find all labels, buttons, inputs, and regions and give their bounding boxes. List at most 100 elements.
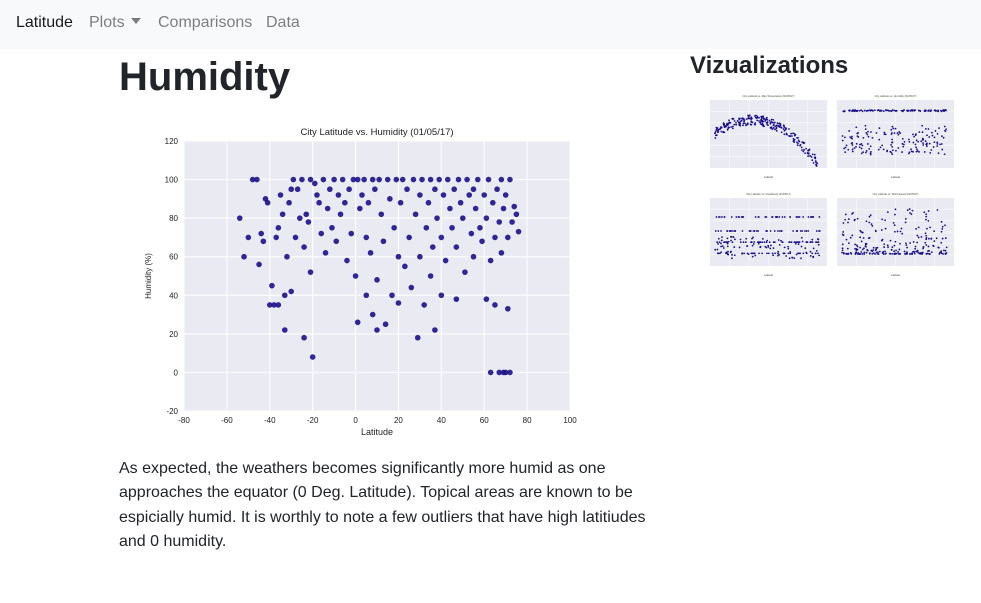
data-point <box>470 253 477 260</box>
nav-data[interactable]: Data <box>266 14 300 31</box>
data-point <box>477 224 483 231</box>
data-point <box>496 369 503 376</box>
x-tick-label: 0 <box>353 416 358 425</box>
data-point <box>393 176 400 183</box>
data-point <box>472 205 479 212</box>
data-point <box>509 219 515 225</box>
data-point <box>470 186 477 193</box>
data-point <box>316 199 322 206</box>
page-title: Humidity <box>119 55 291 99</box>
data-point <box>348 230 355 237</box>
nav-plots-label: Plots <box>89 14 125 31</box>
data-point <box>372 186 378 193</box>
data-point <box>318 230 325 237</box>
data-point <box>359 192 365 198</box>
data-point <box>423 224 430 231</box>
data-point <box>432 186 438 193</box>
data-point <box>279 211 286 218</box>
data-point <box>342 199 348 206</box>
data-point <box>412 211 419 218</box>
data-point <box>333 238 340 245</box>
x-tick-label: 20 <box>394 416 403 425</box>
x-axis-label: Latitude <box>361 427 393 437</box>
data-point <box>414 334 421 341</box>
y-tick-label: 40 <box>169 291 178 300</box>
thumbnail-xlabel: Latitude <box>891 175 901 179</box>
thumbnail-title: City Latitude vs. Cloudiness (01/05/17) <box>746 192 791 196</box>
data-point <box>275 224 282 231</box>
data-point <box>507 176 513 183</box>
x-tick-label: -80 <box>178 416 190 425</box>
data-point <box>374 327 380 333</box>
data-point <box>249 176 256 183</box>
data-point <box>256 261 262 268</box>
nav-plots-dropdown[interactable]: Plots <box>89 14 141 32</box>
data-point <box>297 215 303 221</box>
data-point <box>447 205 453 212</box>
data-point <box>387 196 393 202</box>
data-point <box>327 186 333 193</box>
data-point <box>404 186 410 193</box>
x-tick-label: 40 <box>437 416 446 425</box>
data-point <box>305 219 312 225</box>
data-point <box>427 273 434 279</box>
data-point <box>425 199 432 206</box>
data-point <box>320 176 327 183</box>
data-point <box>384 176 391 183</box>
data-point <box>339 176 346 183</box>
data-point <box>378 211 385 218</box>
data-point <box>490 199 496 206</box>
thumbnail-humidity[interactable]: City Latitude vs. Humidity (01/05/17) Lat… <box>827 92 957 182</box>
data-point <box>494 186 500 193</box>
data-points <box>236 176 522 376</box>
data-point <box>502 369 509 376</box>
data-point <box>453 244 460 250</box>
data-point <box>292 234 299 241</box>
data-point <box>429 244 436 250</box>
data-point <box>399 176 406 183</box>
thumbnail-title: City Latitude vs. Humidity (01/05/17) <box>875 94 917 98</box>
data-point <box>361 176 367 183</box>
data-point <box>511 203 518 210</box>
data-point <box>464 176 470 183</box>
data-point <box>254 176 260 183</box>
thumbnail-temperature[interactable]: City Latitude vs. Max Temperature (01/05… <box>700 92 830 182</box>
description-text: As expected, the weathers becomes signif… <box>119 460 646 550</box>
thumbnail-wind-speed[interactable]: City Latitude vs. Wind Speed (01/05/17) L… <box>827 190 957 280</box>
data-point <box>459 215 466 221</box>
data-point <box>408 284 415 291</box>
data-point <box>397 199 404 206</box>
data-point <box>389 292 395 299</box>
humidity-chart: -80 -60 -40 -20 0 20 40 60 80 100 -20 0 20 40 60 80 100 1… <box>118 120 588 450</box>
x-tick-label: -20 <box>307 416 319 425</box>
data-point <box>449 224 455 231</box>
data-point <box>286 199 292 206</box>
x-tick-label: -60 <box>221 416 233 425</box>
nav-comparisons[interactable]: Comparisons <box>158 14 253 31</box>
data-point <box>322 250 329 256</box>
data-point <box>498 250 505 256</box>
data-point <box>335 192 342 198</box>
data-point <box>269 282 275 289</box>
data-point <box>281 327 288 333</box>
data-point <box>440 192 447 198</box>
thumbnail-cloudiness[interactable]: City Latitude vs. Cloudiness (01/05/17) L… <box>700 190 830 280</box>
thumbnail-title: City Latitude vs. Max Temperature (01/05… <box>743 94 795 98</box>
data-point <box>329 224 335 231</box>
thumbnail-title: City Latitude vs. Wind Speed (01/05/17) <box>873 192 919 196</box>
data-point <box>369 311 376 318</box>
data-point <box>307 269 314 275</box>
data-point <box>357 205 363 212</box>
navbar-brand[interactable]: Latitude <box>16 14 73 31</box>
data-point <box>350 176 357 183</box>
y-tick-label: 0 <box>174 368 179 377</box>
caret-down-icon <box>130 17 141 24</box>
data-point <box>365 199 372 206</box>
data-point <box>483 296 490 302</box>
data-point <box>264 199 271 206</box>
navbar: Latitude Plots Comparisons Data <box>0 0 981 49</box>
data-point <box>505 234 511 241</box>
data-point <box>344 257 350 264</box>
data-point <box>457 199 464 206</box>
thumbnail-points <box>841 208 948 255</box>
